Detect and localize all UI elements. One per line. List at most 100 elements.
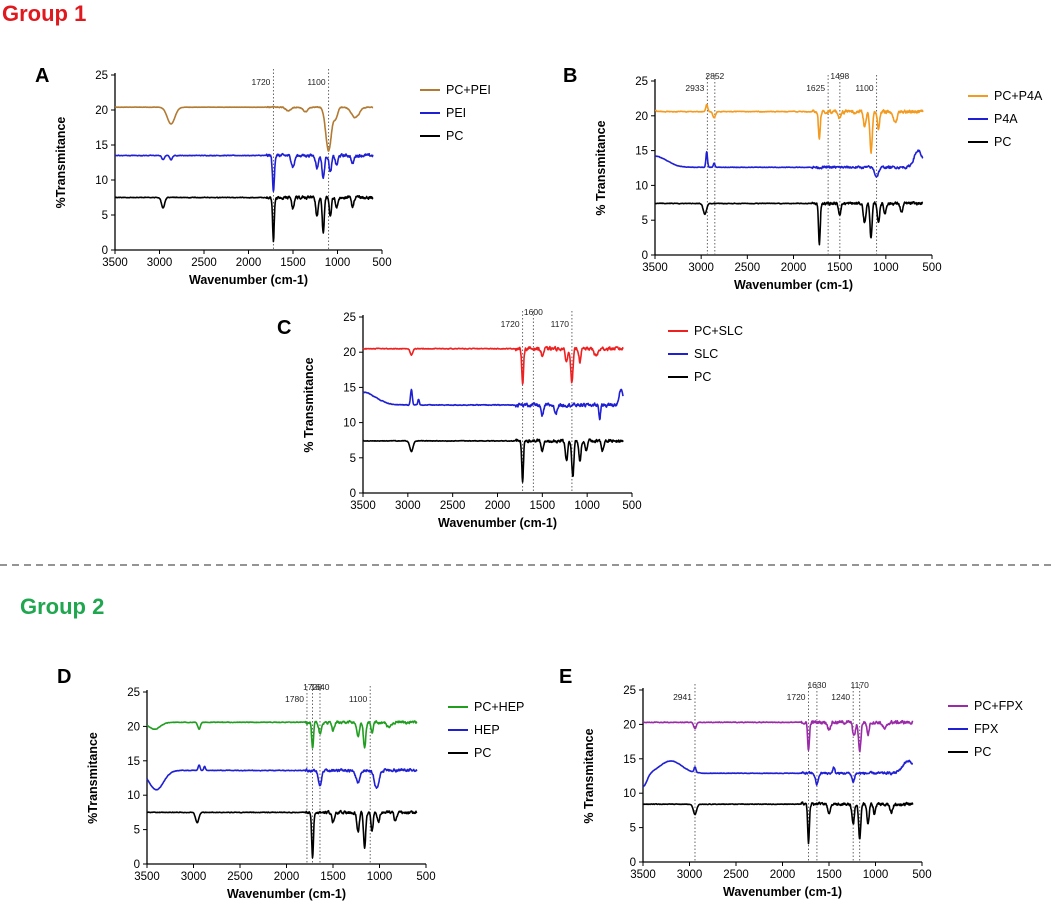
legend-label: PC bbox=[694, 370, 711, 384]
y-tick-label: 0 bbox=[642, 250, 648, 262]
x-tick-label: 3000 bbox=[181, 871, 207, 883]
x-axis-label: Wavenumber (cm-1) bbox=[227, 887, 346, 901]
panel-e: E 0 5 10 15 20 25 3500 3000 2500 2000 1500 1000 500 Wa… bbox=[559, 666, 1024, 899]
x-tick-label: 3500 bbox=[102, 257, 128, 269]
x-tick-label: 2500 bbox=[723, 869, 749, 881]
x-axis-label: Wavenumber (cm-1) bbox=[438, 516, 557, 530]
y-tick-label: 20 bbox=[623, 719, 636, 731]
y-tick-label: 15 bbox=[635, 146, 648, 158]
x-tick-label: 3500 bbox=[642, 262, 668, 274]
x-tick-label: 2000 bbox=[236, 257, 262, 269]
x-tick-label: 2000 bbox=[770, 869, 796, 881]
annotation-label: 1498 bbox=[830, 71, 849, 81]
series-line-pc-fpx bbox=[642, 719, 914, 753]
legend-label: HEP bbox=[474, 723, 500, 737]
x-tick-label: 1000 bbox=[574, 500, 600, 512]
y-axis-label: % Transmitance bbox=[582, 728, 596, 823]
y-tick-label: 20 bbox=[635, 111, 648, 123]
y-tick-label: 10 bbox=[623, 788, 636, 800]
y-tick-label: 15 bbox=[623, 754, 636, 766]
y-tick-label: 15 bbox=[343, 382, 356, 394]
legend-label: PEI bbox=[446, 106, 466, 120]
y-axis-label: % Transmitance bbox=[302, 357, 316, 452]
x-tick-label: 3000 bbox=[147, 257, 173, 269]
y-axis-label: %Transmitance bbox=[54, 117, 68, 209]
annotation-label: 2852 bbox=[705, 71, 724, 81]
legend-label: PC+HEP bbox=[474, 700, 524, 714]
series-line-hep bbox=[146, 764, 418, 791]
y-tick-label: 10 bbox=[635, 180, 648, 192]
y-axis-label: %Transmitance bbox=[86, 732, 100, 824]
panel-a: A 0 5 10 15 20 25 3500 3000 2500 2000 1500 1000 500 Wa… bbox=[35, 65, 491, 287]
legend-label: P4A bbox=[994, 112, 1018, 126]
x-tick-label: 500 bbox=[416, 871, 435, 883]
y-tick-label: 25 bbox=[95, 70, 108, 82]
y-tick-label: 15 bbox=[95, 140, 108, 152]
y-tick-label: 0 bbox=[134, 859, 140, 871]
annotation-label: 1625 bbox=[806, 83, 825, 93]
annotation-label: 2941 bbox=[673, 692, 692, 702]
x-tick-label: 2500 bbox=[191, 257, 217, 269]
x-tick-label: 500 bbox=[922, 262, 941, 274]
x-axis-label: Wavenumber (cm-1) bbox=[189, 273, 308, 287]
y-tick-label: 5 bbox=[134, 825, 140, 837]
panel-c: C 0 5 10 15 20 25 3500 3000 2500 2000 1500 1000 500 Wa… bbox=[277, 307, 743, 530]
legend-label: PC bbox=[474, 746, 491, 760]
annotation-label: 1100 bbox=[349, 694, 368, 704]
x-tick-label: 1000 bbox=[863, 869, 889, 881]
annotation-label: 1630 bbox=[807, 680, 826, 690]
x-axis-label: Wavenumber (cm-1) bbox=[723, 885, 842, 899]
panel-letter: E bbox=[559, 666, 572, 688]
annotation-label: 1720 bbox=[501, 319, 520, 329]
y-tick-label: 20 bbox=[343, 347, 356, 359]
legend-label: SLC bbox=[694, 347, 718, 361]
annotation-label: 1600 bbox=[524, 307, 543, 317]
group1-title: Group 1 bbox=[2, 1, 86, 26]
y-tick-label: 20 bbox=[95, 105, 108, 117]
series-line-pc bbox=[146, 809, 418, 859]
y-tick-label: 0 bbox=[102, 245, 108, 257]
group2-title: Group 2 bbox=[20, 594, 104, 619]
series-line-pc-p4a bbox=[654, 103, 924, 154]
y-tick-label: 25 bbox=[127, 687, 140, 699]
y-tick-label: 10 bbox=[95, 175, 108, 187]
series-line-pc-slc bbox=[362, 345, 624, 385]
panel-b: B 0 5 10 15 20 25 3500 3000 2500 2000 1500 1000 500 Wa… bbox=[563, 65, 1043, 292]
x-tick-label: 1000 bbox=[325, 257, 351, 269]
x-tick-label: 2500 bbox=[735, 262, 761, 274]
series-line-p4a bbox=[654, 149, 924, 178]
annotation-label: 1720 bbox=[787, 692, 806, 702]
x-tick-label: 3500 bbox=[134, 871, 160, 883]
panel-letter: C bbox=[277, 317, 291, 339]
x-tick-label: 1000 bbox=[367, 871, 393, 883]
annotation-label: 1100 bbox=[307, 77, 326, 87]
y-axis-label: % Transmitance bbox=[594, 120, 608, 215]
x-tick-label: 2000 bbox=[485, 500, 511, 512]
legend-label: PC+PEI bbox=[446, 83, 491, 97]
x-tick-label: 500 bbox=[912, 869, 931, 881]
y-tick-label: 0 bbox=[350, 488, 356, 500]
y-tick-label: 25 bbox=[343, 312, 356, 324]
legend-label: PC bbox=[994, 135, 1011, 149]
x-tick-label: 2500 bbox=[227, 871, 253, 883]
series-line-pc bbox=[114, 195, 374, 243]
annotation-label: 1170 bbox=[851, 680, 870, 690]
series-line-fpx bbox=[642, 759, 914, 788]
x-tick-label: 500 bbox=[622, 500, 641, 512]
series-line-slc bbox=[362, 388, 624, 421]
panel-d: D 0 5 10 15 20 25 3500 3000 2500 2000 1500 1000 500 Wa… bbox=[57, 666, 524, 901]
x-tick-label: 3500 bbox=[350, 500, 376, 512]
legend-label: PC+FPX bbox=[974, 699, 1024, 713]
annotation-label: 2933 bbox=[685, 83, 704, 93]
y-tick-label: 5 bbox=[630, 823, 636, 835]
x-tick-label: 2000 bbox=[274, 871, 300, 883]
legend-label: PC bbox=[446, 129, 463, 143]
y-tick-label: 20 bbox=[127, 721, 140, 733]
y-tick-label: 15 bbox=[127, 756, 140, 768]
annotation-label: 1170 bbox=[551, 319, 570, 329]
y-tick-label: 10 bbox=[343, 418, 356, 430]
legend-label: FPX bbox=[974, 722, 999, 736]
y-tick-label: 5 bbox=[350, 453, 356, 465]
